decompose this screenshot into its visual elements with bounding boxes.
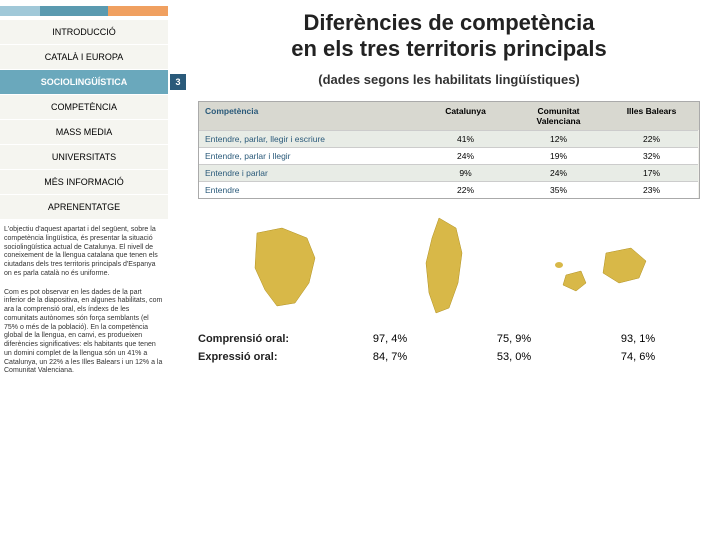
stats-value: 53, 0% bbox=[452, 351, 576, 363]
stats-value: 84, 7% bbox=[328, 351, 452, 363]
stats-label: Expressió oral: bbox=[198, 351, 328, 363]
nav-item[interactable]: INTRODUCCIÓ bbox=[0, 20, 168, 45]
map-balears bbox=[551, 233, 661, 303]
nav-list: INTRODUCCIÓ CATALÀ I EUROPA SOCIOLINGÜÍS… bbox=[0, 20, 168, 220]
nav-item-active[interactable]: SOCIOLINGÜÍSTICA 3 bbox=[0, 70, 168, 95]
table-header-row: Competència Catalunya Comunitat Valencia… bbox=[199, 102, 699, 130]
table-header-cell: Catalunya bbox=[419, 102, 512, 130]
table-header-cell: Competència bbox=[199, 102, 419, 130]
sidebar-paragraph: Com es pot observar en les dades de la p… bbox=[0, 283, 168, 381]
stats-value: 75, 9% bbox=[452, 333, 576, 345]
page-title: Diferències de competènciaen els tres te… bbox=[198, 10, 700, 62]
stats-block: Comprensió oral: 97, 4% 75, 9% 93, 1% Ex… bbox=[198, 333, 700, 363]
table-row: Entendre, parlar, llegir i escriure 41% … bbox=[199, 130, 699, 147]
nav-item[interactable]: APRENENTATGE bbox=[0, 195, 168, 220]
table-header-cell: Comunitat Valenciana bbox=[512, 102, 605, 130]
table-row: Entendre i parlar 9% 24% 17% bbox=[199, 164, 699, 181]
nav-item[interactable]: MASS MEDIA bbox=[0, 120, 168, 145]
stats-value: 74, 6% bbox=[576, 351, 700, 363]
table-row: Entendre, parlar i llegir 24% 19% 32% bbox=[199, 147, 699, 164]
stats-label: Comprensió oral: bbox=[198, 333, 328, 345]
page-number-badge: 3 bbox=[170, 74, 186, 90]
stats-row: Expressió oral: 84, 7% 53, 0% 74, 6% bbox=[198, 351, 700, 363]
map-catalunya bbox=[237, 218, 337, 318]
nav-item[interactable]: UNIVERSITATS bbox=[0, 145, 168, 170]
competence-table: Competència Catalunya Comunitat Valencia… bbox=[198, 101, 700, 199]
page-subtitle: (dades segons les habilitats lingüístiqu… bbox=[198, 72, 700, 87]
stats-value: 97, 4% bbox=[328, 333, 452, 345]
stats-row: Comprensió oral: 97, 4% 75, 9% 93, 1% bbox=[198, 333, 700, 345]
nav-item[interactable]: MÉS INFORMACIÓ bbox=[0, 170, 168, 195]
main-content: Diferències de competènciaen els tres te… bbox=[168, 0, 720, 540]
table-row: Entendre 22% 35% 23% bbox=[199, 181, 699, 198]
stats-value: 93, 1% bbox=[576, 333, 700, 345]
top-color-bars bbox=[0, 6, 168, 16]
table-header-cell: Illes Balears bbox=[605, 102, 698, 130]
nav-item[interactable]: COMPETÈNCIA bbox=[0, 95, 168, 120]
territory-maps bbox=[198, 213, 700, 323]
sidebar: INTRODUCCIÓ CATALÀ I EUROPA SOCIOLINGÜÍS… bbox=[0, 0, 168, 540]
nav-item[interactable]: CATALÀ I EUROPA bbox=[0, 45, 168, 70]
sidebar-paragraph: L'objectiu d'aquest apartat i del següen… bbox=[0, 220, 168, 283]
map-valencia bbox=[414, 213, 474, 323]
